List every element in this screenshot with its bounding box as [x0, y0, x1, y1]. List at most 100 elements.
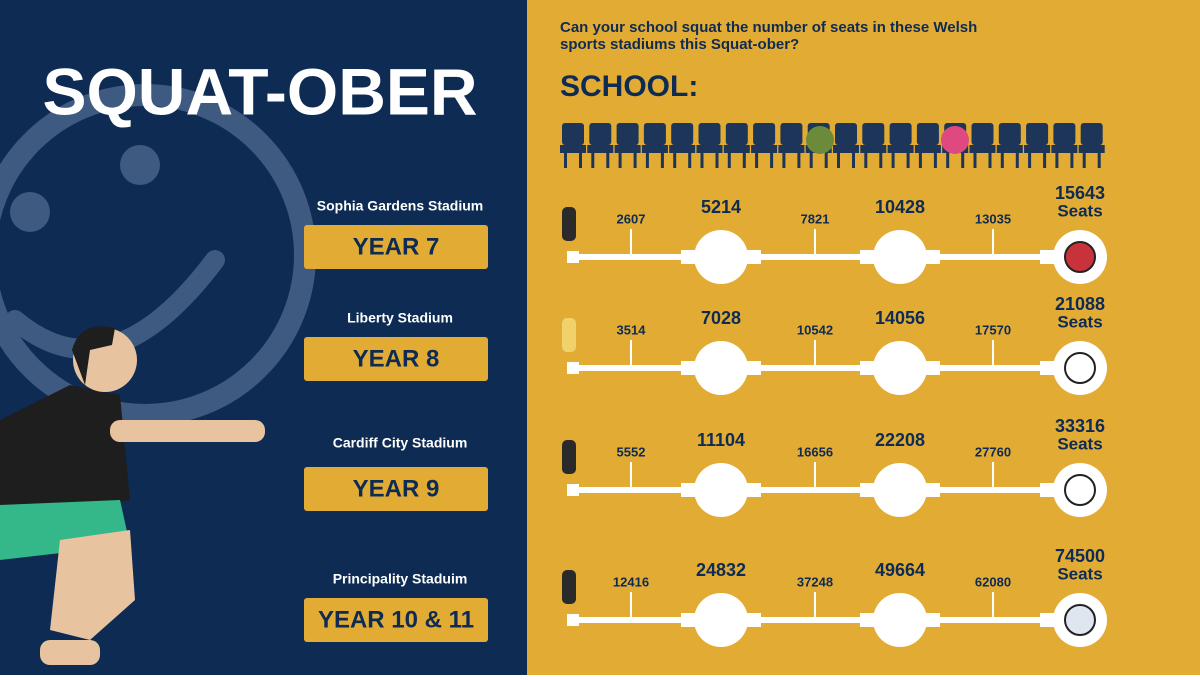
milestone-big: 5214 [701, 197, 741, 217]
milestone-circle [694, 593, 748, 647]
seat-leg [824, 153, 828, 168]
seat-base [914, 145, 941, 153]
seat-base [860, 145, 887, 153]
ball-icon [1064, 604, 1096, 636]
tick [814, 592, 816, 620]
seat-total: 33316 [1055, 416, 1105, 436]
tick [992, 340, 994, 368]
seat-back [889, 123, 912, 145]
seat-back [671, 123, 694, 145]
tick [630, 229, 632, 257]
seat-leg [700, 153, 704, 168]
seat-back [998, 123, 1021, 145]
milestone-small: 16656 [797, 444, 833, 459]
seat-leg [715, 153, 719, 168]
seats-label: Seats [1057, 312, 1102, 331]
ball-icon [1064, 352, 1096, 384]
right-panel [527, 0, 1200, 675]
seat-back [616, 123, 639, 145]
squatter-icon [562, 318, 576, 352]
school-label: SCHOOL: [560, 70, 698, 103]
seat-total: 15643 [1055, 183, 1105, 203]
seat-back [643, 123, 666, 145]
milestone-small: 3514 [617, 322, 647, 337]
tick [992, 592, 994, 620]
seat-leg [1082, 153, 1086, 168]
seat-leg [1028, 153, 1032, 168]
track [573, 254, 1078, 260]
seat-base [996, 145, 1023, 153]
track [573, 487, 1078, 493]
milestone-circle [873, 593, 927, 647]
seat-leg [606, 153, 610, 168]
squatting-person [0, 326, 265, 665]
seat-leg [809, 153, 813, 168]
milestone-circle [873, 230, 927, 284]
seat-leg [961, 153, 965, 168]
tick [630, 462, 632, 490]
smiley-eye [120, 145, 160, 185]
squatter-icon [941, 126, 969, 154]
tick [814, 340, 816, 368]
seat-leg [688, 153, 692, 168]
tick [814, 229, 816, 257]
seat-back [698, 123, 721, 145]
seat-row [560, 123, 1105, 168]
seat-total: 74500 [1055, 546, 1105, 566]
seat-leg [1015, 153, 1019, 168]
seat-leg [579, 153, 582, 168]
seat-leg [1000, 153, 1004, 168]
seat-leg [1070, 153, 1074, 168]
seat-leg [782, 153, 786, 168]
question-line: sports stadiums this Squat-ober? [560, 36, 799, 53]
tick [992, 229, 994, 257]
seat-leg [973, 153, 977, 168]
milestone-big: 24832 [696, 560, 746, 580]
seat-base [641, 145, 668, 153]
year-button [304, 598, 488, 642]
seat-base [696, 145, 723, 153]
seats-label: Seats [1057, 434, 1102, 453]
seat-base [669, 145, 696, 153]
seat-leg [906, 153, 910, 168]
seat-back [916, 123, 939, 145]
year-button [304, 337, 488, 381]
seat-leg [1043, 153, 1047, 168]
seat-back [562, 123, 584, 145]
seat-base [560, 145, 586, 153]
year-button [304, 225, 488, 269]
milestone-small: 7821 [801, 211, 830, 226]
question-line: Can your school squat the number of seat… [560, 19, 977, 36]
seat-leg [645, 153, 649, 168]
tick [630, 340, 632, 368]
ball-icon [1064, 474, 1096, 506]
track-start [567, 362, 579, 374]
seat-base [1078, 145, 1105, 153]
stadium-name: Sophia Gardens Stadium [317, 198, 483, 214]
milestone-small: 17570 [975, 322, 1011, 337]
stadium-name: Principality Staduim [333, 571, 468, 587]
milestone-small: 37248 [797, 574, 833, 589]
seat-back [1053, 123, 1076, 145]
seat-leg [988, 153, 992, 168]
year-label: YEAR 9 [353, 475, 440, 502]
seat-leg [673, 153, 677, 168]
year-label: YEAR 8 [353, 345, 440, 372]
seat-leg [1055, 153, 1059, 168]
milestone-small: 62080 [975, 574, 1011, 589]
seat-leg [742, 153, 746, 168]
seat-leg [755, 153, 759, 168]
seat-leg [946, 153, 950, 168]
seat-base [614, 145, 641, 153]
seat-base [1051, 145, 1078, 153]
seat-leg [633, 153, 637, 168]
seat-leg [770, 153, 774, 168]
seat-leg [1097, 153, 1101, 168]
milestone-circle [694, 341, 748, 395]
seat-base [587, 145, 614, 153]
ball-icon [1064, 241, 1096, 273]
squatter-icon [562, 440, 576, 474]
seat-base [887, 145, 914, 153]
seat-base [751, 145, 778, 153]
